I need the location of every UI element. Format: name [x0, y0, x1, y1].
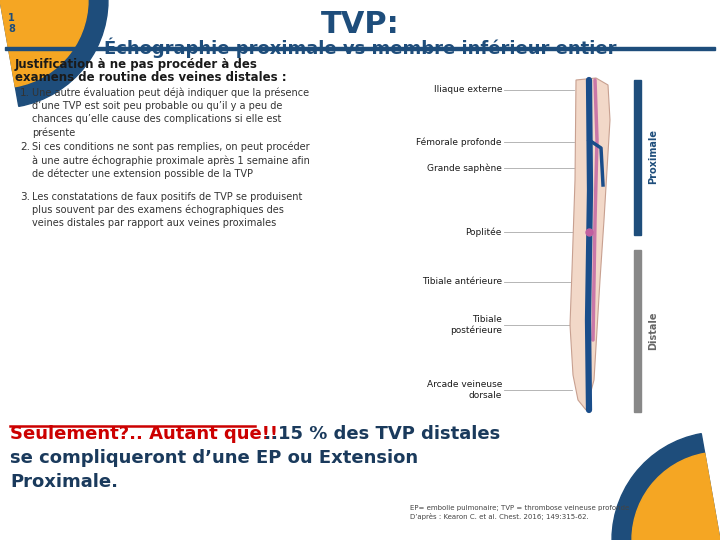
Text: Échographie proximale vs membre inférieur entier: Échographie proximale vs membre inférieu… [104, 37, 616, 57]
Text: Fémorale profonde: Fémorale profonde [416, 137, 502, 147]
Text: 2.: 2. [20, 142, 30, 152]
Text: Tibiale antérieure: Tibiale antérieure [422, 278, 502, 287]
Text: Si ces conditions ne sont pas remplies, on peut procéder
à une autre échographie: Si ces conditions ne sont pas remplies, … [32, 142, 310, 179]
Text: 3.: 3. [20, 192, 30, 202]
Text: examens de routine des veines distales :: examens de routine des veines distales : [15, 71, 287, 84]
Wedge shape [0, 0, 108, 106]
Wedge shape [632, 454, 720, 540]
Text: Seulement?.. Autant que!!: Seulement?.. Autant que!! [10, 425, 278, 443]
Bar [634, 250, 641, 412]
Text: Arcade veineuse
dorsale: Arcade veineuse dorsale [427, 380, 502, 400]
Text: 1: 1 [8, 13, 14, 23]
Wedge shape [0, 0, 88, 86]
Text: EP= embolie pulmonaire; TVP = thrombose veineuse profonde
D’après : Kearon C. et: EP= embolie pulmonaire; TVP = thrombose … [410, 504, 629, 520]
Bar [5, 47, 715, 50]
Text: Poplitée: Poplitée [466, 227, 502, 237]
Text: Justification à ne pas procéder à des: Justification à ne pas procéder à des [15, 58, 258, 71]
Text: Une autre évaluation peut déjà indiquer que la présence
d’une TVP est soit peu p: Une autre évaluation peut déjà indiquer … [32, 88, 309, 138]
Text: Proximale: Proximale [648, 130, 658, 185]
Text: TVP:: TVP: [320, 10, 400, 39]
Text: se compliqueront d’une EP ou Extension: se compliqueront d’une EP ou Extension [10, 449, 418, 467]
Text: Proximale.: Proximale. [10, 473, 118, 491]
Text: 1.: 1. [20, 88, 30, 98]
Text: Tibiale
postérieure: Tibiale postérieure [450, 315, 502, 335]
Bar [634, 80, 641, 235]
Text: Les constatations de faux positifs de TVP se produisent
plus souvent par des exa: Les constatations de faux positifs de TV… [32, 192, 302, 228]
Text: 8: 8 [8, 24, 15, 34]
Polygon shape [570, 78, 610, 410]
Text: Iliaque externe: Iliaque externe [433, 85, 502, 94]
Text: Grande saphène: Grande saphène [427, 163, 502, 173]
Wedge shape [612, 434, 720, 540]
Text: ..15 % des TVP distales: ..15 % des TVP distales [258, 425, 500, 443]
Text: Distale: Distale [648, 312, 658, 350]
